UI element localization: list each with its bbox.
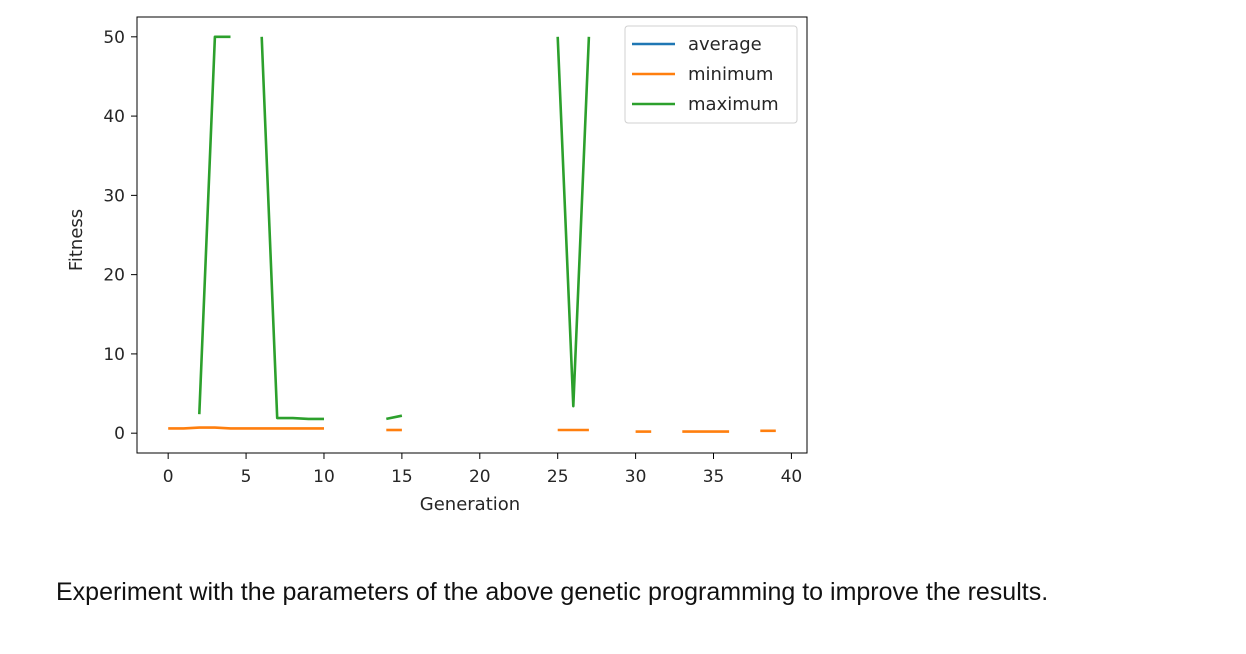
y-tick-label: 30: [103, 186, 125, 206]
y-tick-label: 50: [103, 28, 125, 48]
x-tick-label: 30: [625, 467, 647, 487]
series-maximum-segment-1: [260, 36, 324, 421]
x-tick-label: 15: [391, 467, 413, 487]
x-axis-label: Generation: [420, 494, 520, 515]
series-minimum-segment-0: [168, 426, 324, 430]
x-tick-label: 25: [547, 467, 569, 487]
y-tick-label: 20: [103, 266, 125, 286]
x-tick-label: 0: [163, 467, 174, 487]
y-axis-label: Fitness: [66, 209, 87, 271]
x-tick-label: 40: [781, 467, 803, 487]
legend: average minimum maximum: [624, 25, 798, 124]
legend-box: [624, 25, 798, 124]
legend-label-minimum: minimum: [688, 64, 773, 85]
y-tick-label: 10: [103, 345, 125, 365]
caption-text: Experiment with the parameters of the ab…: [56, 578, 1049, 606]
series-maximum-segment-3: [556, 36, 591, 408]
x-tick-label: 5: [241, 467, 252, 487]
x-tick-label: 35: [703, 467, 725, 487]
legend-label-average: average: [688, 34, 762, 55]
series-maximum-segment-2: [386, 414, 403, 421]
plot-frame: [136, 16, 808, 454]
y-axis-ticks: 0 10 20 30 40 50: [103, 28, 137, 444]
legend-label-maximum: maximum: [688, 94, 779, 115]
y-tick-label: 40: [103, 107, 125, 127]
x-tick-label: 20: [469, 467, 491, 487]
y-tick-label: 0: [114, 424, 125, 444]
plot-lines: [168, 35, 776, 433]
x-tick-label: 10: [313, 467, 335, 487]
x-axis-ticks: 0 5 10 15 20 25 30 35 40: [163, 453, 802, 487]
series-maximum-segment-0: [198, 35, 231, 415]
